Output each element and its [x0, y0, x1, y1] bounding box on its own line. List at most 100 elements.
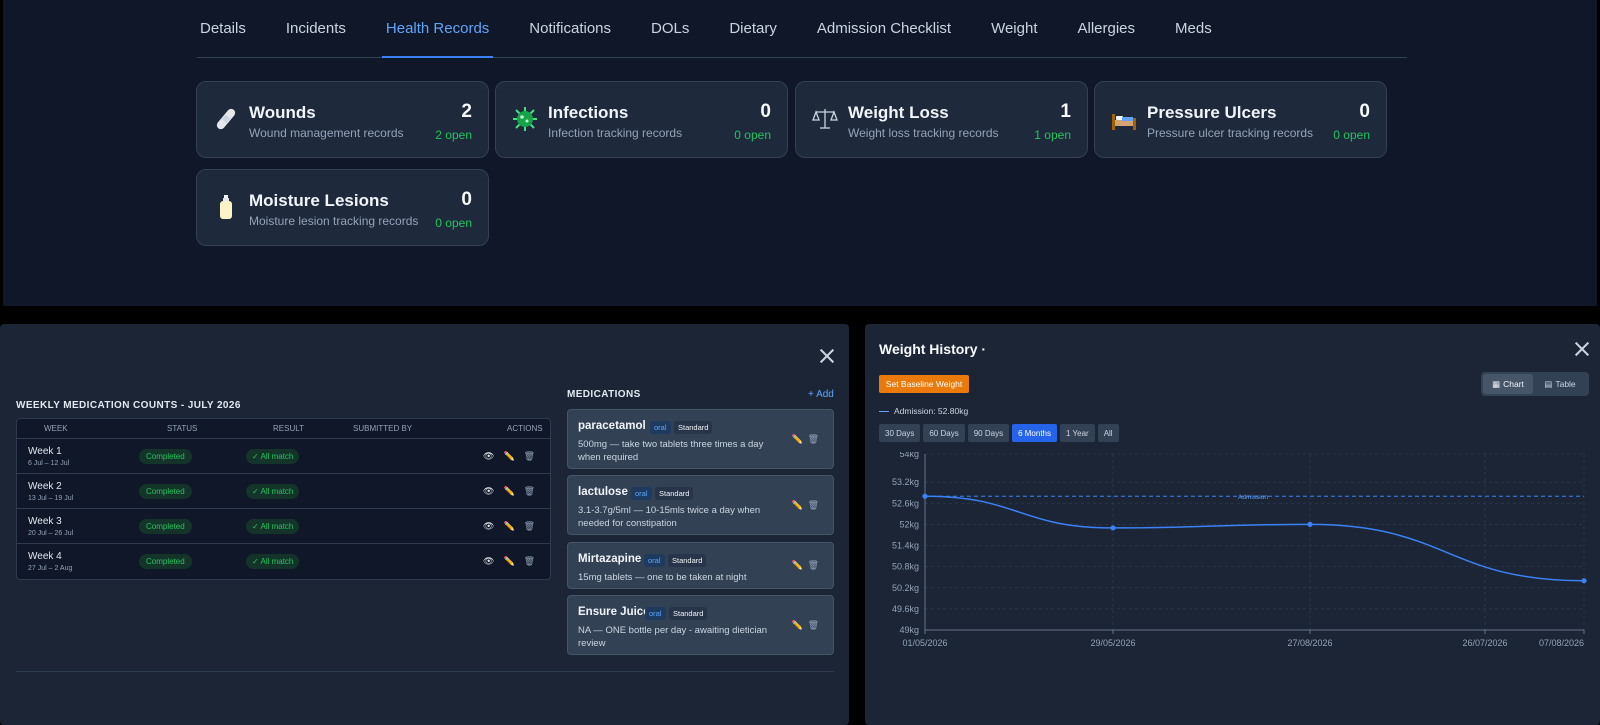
weight-series-line	[924, 495, 1585, 582]
tab-admission-checklist[interactable]: Admission Checklist	[816, 20, 952, 37]
tab-details[interactable]: Details	[200, 20, 246, 37]
edit-icon[interactable]: ✏️	[791, 560, 803, 570]
week-name: Week 4	[28, 551, 62, 562]
col-submitted-by: SUBMITTED BY	[353, 424, 413, 433]
trash-icon[interactable]: 🗑	[807, 560, 819, 570]
card-moisture-lesions[interactable]: Moisture Lesions Moisture lesion trackin…	[196, 169, 489, 246]
medication-card[interactable]: paracetamol oral Standard 500mg — take t…	[567, 409, 834, 469]
col-result: RESULT	[273, 424, 304, 433]
range-6-months-button[interactable]: 6 Months	[1012, 424, 1057, 442]
table-view-label: Table	[1555, 379, 1576, 389]
tab-notifications[interactable]: Notifications	[529, 20, 611, 37]
range-60-days-button[interactable]: 60 Days	[923, 424, 965, 442]
route-badge: oral	[644, 554, 665, 567]
status-badge: Completed	[139, 483, 192, 499]
card-count: 2	[461, 101, 472, 122]
view-icon[interactable]: 👁	[483, 556, 495, 566]
tab-dietary[interactable]: Dietary	[729, 20, 777, 37]
edit-icon[interactable]: ✏️	[503, 485, 515, 496]
tab-incidents[interactable]: Incidents	[285, 20, 346, 37]
card-open-count: 0 open	[1333, 128, 1370, 142]
x-tick-label: 29/05/2026	[1090, 638, 1135, 648]
tab-weight[interactable]: Weight	[991, 20, 1038, 37]
table-view-button[interactable]: ▤ Table	[1533, 374, 1587, 394]
trash-icon[interactable]: 🗑	[523, 450, 536, 461]
week-name: Week 3	[28, 515, 62, 527]
type-badge: Standard	[674, 421, 713, 434]
view-icon[interactable]: 👁	[483, 485, 495, 496]
y-tick-label: 50.8kg	[892, 562, 919, 572]
divider	[16, 671, 834, 672]
result-badge: ✓ All match	[246, 554, 300, 569]
weight-history-title: Weight History ·	[879, 341, 987, 357]
trash-icon[interactable]: 🗑	[807, 500, 819, 510]
medication-description: NA — ONE bottle per day - awaiting dieti…	[578, 625, 768, 649]
edit-icon[interactable]: ✏️	[503, 520, 515, 531]
add-medication-button[interactable]: + Add	[808, 389, 834, 400]
card-count: 0	[1359, 101, 1370, 122]
trash-icon[interactable]: 🗑	[807, 434, 819, 444]
card-infections[interactable]: Infections Infection tracking records 0 …	[495, 81, 788, 158]
card-count: 0	[461, 189, 472, 210]
trash-icon[interactable]: 🗑	[807, 620, 819, 630]
close-icon[interactable]	[820, 349, 834, 363]
row-actions: 👁 ✏️ 🗑	[483, 486, 535, 497]
medication-name: paracetamol	[578, 420, 646, 432]
card-weight-loss[interactable]: Weight Loss Weight loss tracking records…	[795, 81, 1088, 158]
edit-icon[interactable]: ✏️	[503, 556, 515, 566]
y-tick-label: 54kg	[899, 452, 919, 459]
close-icon[interactable]	[1575, 342, 1589, 356]
set-baseline-weight-button[interactable]: Set Baseline Weight	[879, 375, 969, 393]
card-open-count: 0 open	[734, 128, 771, 142]
card-wounds[interactable]: Wounds Wound management records 2 2 open	[196, 81, 489, 158]
edit-icon[interactable]: ✏️	[791, 500, 803, 510]
view-icon[interactable]: 👁	[483, 450, 495, 461]
y-tick-label: 51.4kg	[892, 541, 919, 551]
medication-card[interactable]: Ensure Juice oral Standard NA — ONE bott…	[567, 595, 834, 655]
range-30-days-button[interactable]: 30 Days	[879, 424, 921, 442]
trash-icon[interactable]: 🗑	[523, 485, 536, 496]
result-badge: ✓ All match	[246, 448, 300, 464]
edit-icon[interactable]: ✏️	[503, 450, 515, 461]
y-tick-label: 52.6kg	[892, 498, 919, 508]
tab-allergies[interactable]: Allergies	[1077, 20, 1136, 37]
tab-health-records[interactable]: Health Records	[381, 0, 494, 58]
chart-view-button[interactable]: ▦ Chart	[1483, 374, 1533, 394]
admission-legend: Admission: 52.80kg	[879, 406, 968, 416]
weekly-counts-table: WEEK STATUS RESULT SUBMITTED BY ACTIONS …	[16, 418, 551, 580]
card-title: Weight Loss	[848, 103, 949, 122]
medication-card[interactable]: lactulose oral Standard 3.1-3.7g/5ml — 1…	[567, 475, 834, 535]
tab-dols[interactable]: DOLs	[651, 20, 690, 37]
route-badge: oral	[631, 487, 652, 500]
status-badge: Completed	[139, 448, 192, 464]
range-1-year-button[interactable]: 1 Year	[1059, 424, 1095, 442]
reference-line-label: Admission	[1238, 494, 1268, 501]
week-range: 13 Jul – 19 Jul	[28, 494, 74, 502]
tab-bar: Details Incidents Health Records Notificati…	[197, 0, 1407, 58]
type-badge: Standard	[669, 607, 708, 620]
week-range: 27 Jul – 2 Aug	[28, 565, 73, 572]
range-all-button[interactable]: All	[1097, 424, 1119, 442]
card-open-count: 0 open	[435, 216, 472, 230]
admission-legend-label: Admission: 52.80kg	[894, 406, 969, 416]
type-badge: Standard	[655, 487, 694, 500]
range-90-days-button[interactable]: 90 Days	[967, 424, 1010, 442]
medication-card[interactable]: Mirtazapine oral Standard 15mg tablets —…	[567, 542, 834, 589]
result-badge: ✓ All match	[246, 518, 300, 534]
trash-icon[interactable]: 🗑	[523, 520, 536, 531]
edit-icon[interactable]: ✏️	[791, 620, 803, 630]
status-badge: Completed	[139, 518, 192, 534]
week-cell: Week 1 6 Jul – 12 Jul	[28, 446, 69, 467]
weight-point	[922, 493, 928, 499]
y-tick-label: 49.6kg	[892, 604, 919, 614]
trash-icon[interactable]: 🗑	[523, 556, 536, 566]
week-name: Week 2	[28, 480, 62, 492]
view-icon[interactable]: 👁	[483, 520, 495, 531]
scales-icon	[810, 104, 840, 134]
tab-meds[interactable]: Meds	[1175, 20, 1212, 37]
table-header: WEEK STATUS RESULT SUBMITTED BY ACTIONS	[17, 419, 550, 439]
edit-icon[interactable]: ✏️	[791, 434, 803, 444]
view-toggle: ▦ Chart ▤ Table	[1481, 372, 1589, 396]
x-tick-label: 07/08/2026	[1539, 638, 1584, 648]
card-pressure-ulcers[interactable]: Pressure Ulcers Pressure ulcer tracking …	[1094, 81, 1387, 158]
